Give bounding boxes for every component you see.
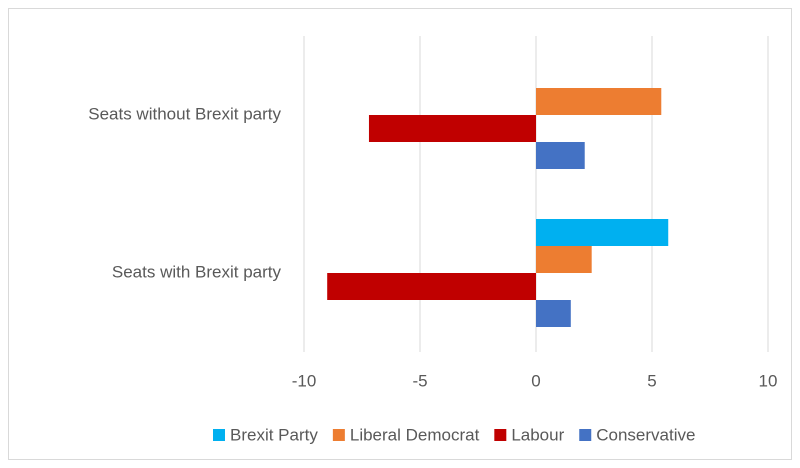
bar (536, 246, 592, 273)
bar (536, 300, 571, 327)
legend-label: Liberal Democrat (350, 425, 480, 444)
legend-swatch (494, 429, 507, 441)
legend-swatch (579, 429, 592, 441)
legend-swatch (332, 429, 345, 441)
y-tick-label: Seats with Brexit party (112, 262, 282, 281)
x-tick-label: -10 (292, 371, 317, 390)
legend-swatch (213, 429, 225, 441)
bar (536, 88, 662, 115)
y-tick-label: Seats without Brexit party (88, 104, 281, 123)
x-tick-label: 0 (531, 371, 540, 390)
legend-label: Brexit Party (230, 425, 318, 444)
bar (327, 273, 536, 300)
legend-label: Conservative (596, 425, 695, 444)
legend-label: Labour (511, 425, 564, 444)
bar (536, 142, 585, 169)
bar (368, 115, 536, 142)
x-tick-label: -5 (412, 371, 427, 390)
x-tick-label: 10 (759, 371, 778, 390)
chart-frame (8, 8, 792, 460)
bar (536, 219, 669, 246)
x-tick-label: 5 (647, 371, 656, 390)
